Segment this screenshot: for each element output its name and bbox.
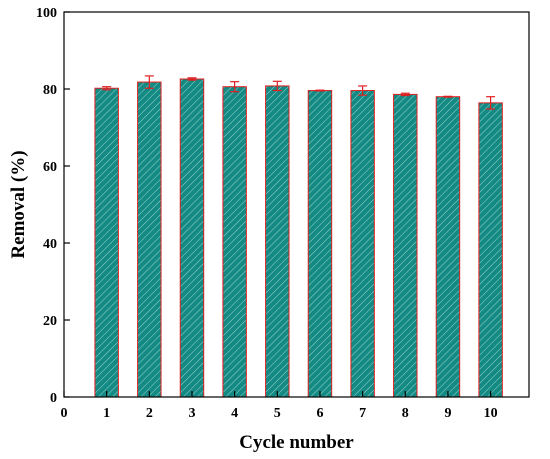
x-tick-label: 1	[103, 406, 110, 421]
bar-7	[350, 90, 375, 398]
error-bar-3	[187, 77, 197, 81]
bar-2	[137, 81, 162, 398]
bar-9	[435, 96, 461, 398]
x-tick-label: 4	[231, 406, 238, 421]
bars-layer	[94, 78, 503, 398]
error-bars-layer	[102, 75, 496, 110]
y-tick-label: 20	[43, 314, 57, 329]
ticks-layer: 0 20 40 60 80 100 0 1 2 3 4 5 6 7 8 9 10	[36, 6, 498, 421]
error-bar-4	[230, 81, 240, 93]
bar-10	[478, 102, 503, 398]
error-bar-5	[272, 80, 282, 92]
y-tick-label: 0	[50, 391, 57, 406]
x-axis-title: Cycle number	[239, 432, 354, 453]
x-tick-label: 5	[274, 406, 281, 421]
y-tick-label: 80	[43, 83, 57, 98]
bar-1	[94, 87, 119, 398]
y-tick-label: 60	[43, 160, 57, 175]
error-bar-10	[486, 96, 496, 110]
y-tick-label: 40	[43, 237, 57, 252]
error-bar-9	[443, 95, 453, 98]
x-tick-label: 3	[188, 406, 195, 421]
bar-3	[179, 78, 205, 398]
error-bar-8	[400, 92, 410, 97]
error-bar-7	[358, 85, 368, 96]
error-bar-1	[102, 86, 112, 91]
error-bar-2	[144, 75, 154, 89]
x-tick-label: 10	[484, 406, 498, 421]
y-axis-title: Removal (%)	[8, 150, 29, 258]
x-tick-label: 6	[316, 406, 323, 421]
bar-5	[265, 85, 290, 398]
plot-frame	[63, 11, 530, 398]
bar-4	[222, 86, 247, 398]
x-tick-label: 8	[402, 406, 409, 421]
bar-8	[393, 93, 418, 398]
x-tick-label: 7	[359, 406, 366, 421]
bar-6	[307, 90, 333, 398]
y-tick-label: 100	[36, 6, 57, 21]
x-tick-label: 9	[444, 406, 451, 421]
error-bar-6	[315, 89, 325, 92]
x-tick-label: 0	[61, 406, 68, 421]
x-tick-label: 2	[146, 406, 153, 421]
